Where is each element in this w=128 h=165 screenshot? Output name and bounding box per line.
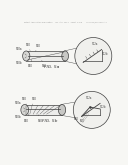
Text: 540: 540 — [24, 114, 29, 123]
Text: 512b: 512b — [100, 105, 107, 109]
Text: 530: 530 — [35, 44, 41, 51]
Bar — [24, 104, 62, 115]
Text: 520: 520 — [25, 43, 30, 51]
Ellipse shape — [62, 51, 68, 61]
Ellipse shape — [58, 104, 66, 115]
Text: 560: 560 — [80, 119, 85, 123]
Text: 540: 540 — [28, 59, 33, 68]
Ellipse shape — [21, 104, 29, 115]
Text: 560: 560 — [74, 116, 83, 121]
Text: 530: 530 — [32, 97, 37, 105]
Text: 550: 550 — [38, 115, 43, 123]
Text: 512a: 512a — [86, 96, 92, 100]
Circle shape — [73, 91, 110, 128]
Text: 520: 520 — [22, 97, 27, 105]
Text: 510a: 510a — [16, 47, 26, 55]
Circle shape — [75, 37, 112, 74]
Bar — [26, 51, 65, 61]
Text: Patent Application Publication    Jan. 7th, 2014   Sheet 1 of 8      US 2014/000: Patent Application Publication Jan. 7th,… — [24, 21, 107, 23]
Text: 550: 550 — [42, 60, 47, 68]
Text: 510b: 510b — [15, 111, 25, 119]
Text: FIG. 5b: FIG. 5b — [42, 119, 57, 123]
Ellipse shape — [23, 51, 30, 61]
Text: 512a: 512a — [92, 42, 98, 46]
Text: FIG. 5a: FIG. 5a — [44, 65, 59, 69]
Text: 510b: 510b — [16, 57, 26, 65]
Text: 512b: 512b — [102, 52, 108, 56]
Text: 510a: 510a — [15, 101, 25, 109]
